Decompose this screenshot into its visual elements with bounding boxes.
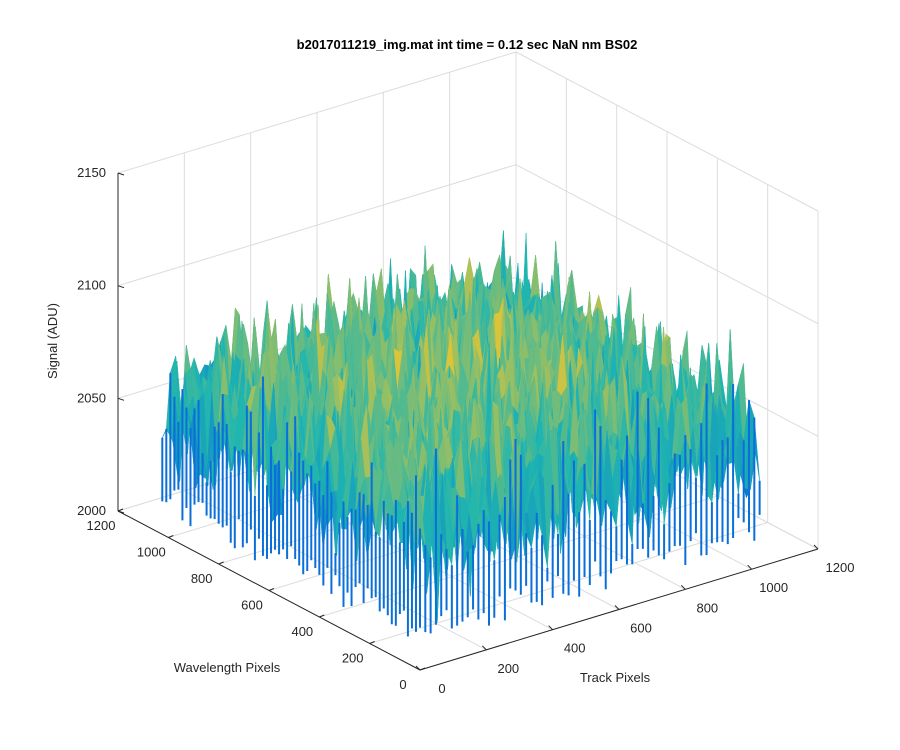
y-tick-label: 1200 [87,518,116,533]
x-axis-label: Track Pixels [580,670,651,685]
surface-patch [415,475,426,546]
x-tick-mark [813,544,819,550]
y-axis-label: Wavelength Pixels [174,660,281,675]
y-tick-label: 0 [399,677,406,692]
y-tick-label: 200 [342,651,364,666]
y-ticks: 0 200 400 600 800 1000 1200 [87,508,426,692]
y-tick-mark [419,667,426,671]
surface-patch [529,255,540,299]
y-tick-mark [218,561,224,565]
y-tick-label: 1000 [137,545,166,560]
grid-line [117,164,517,287]
z-tick-label: 2050 [77,390,106,405]
surface-mesh [161,230,761,637]
grid-line [117,51,517,174]
x-tick-mark [747,564,753,570]
x-ticks: 0 200 400 600 800 1000 1200 [415,544,855,696]
z-tick-label: 2000 [77,503,106,518]
y-tick-label: 600 [241,598,263,613]
z-axis-label: Signal (ADU) [45,303,60,379]
x-tick-mark [548,625,554,631]
z-tick-label: 2150 [77,165,106,180]
y-tick-mark [369,641,375,644]
z-tick-mark [117,397,125,401]
x-tick-label: 1000 [759,580,788,595]
y-tick-mark [168,535,174,538]
grid-line [515,51,819,212]
x-tick-label: 800 [696,600,718,615]
x-tick-mark [481,645,487,651]
z-tick-mark [117,172,125,176]
x-tick-label: 400 [564,641,586,656]
z-tick-label: 2100 [77,278,106,293]
x-tick-label: 0 [438,681,445,696]
x-tick-label: 600 [630,621,652,636]
y-tick-label: 800 [191,571,213,586]
x-tick-mark [680,584,686,590]
y-tick-mark [268,588,275,591]
z-tick-mark [117,285,125,289]
z-ticks: 2000 2050 2100 2150 [77,165,125,518]
z-tick-mark [117,510,125,514]
x-tick-label: 200 [497,661,519,676]
y-tick-mark [319,614,325,618]
x-tick-mark [614,605,620,610]
chart-title: b2017011219_img.mat int time = 0.12 sec … [297,37,638,52]
grid-line [515,164,819,325]
x-tick-mark [415,665,421,671]
x-tick-label: 1200 [826,560,855,575]
y-tick-mark [117,508,124,512]
y-tick-label: 400 [291,624,313,639]
